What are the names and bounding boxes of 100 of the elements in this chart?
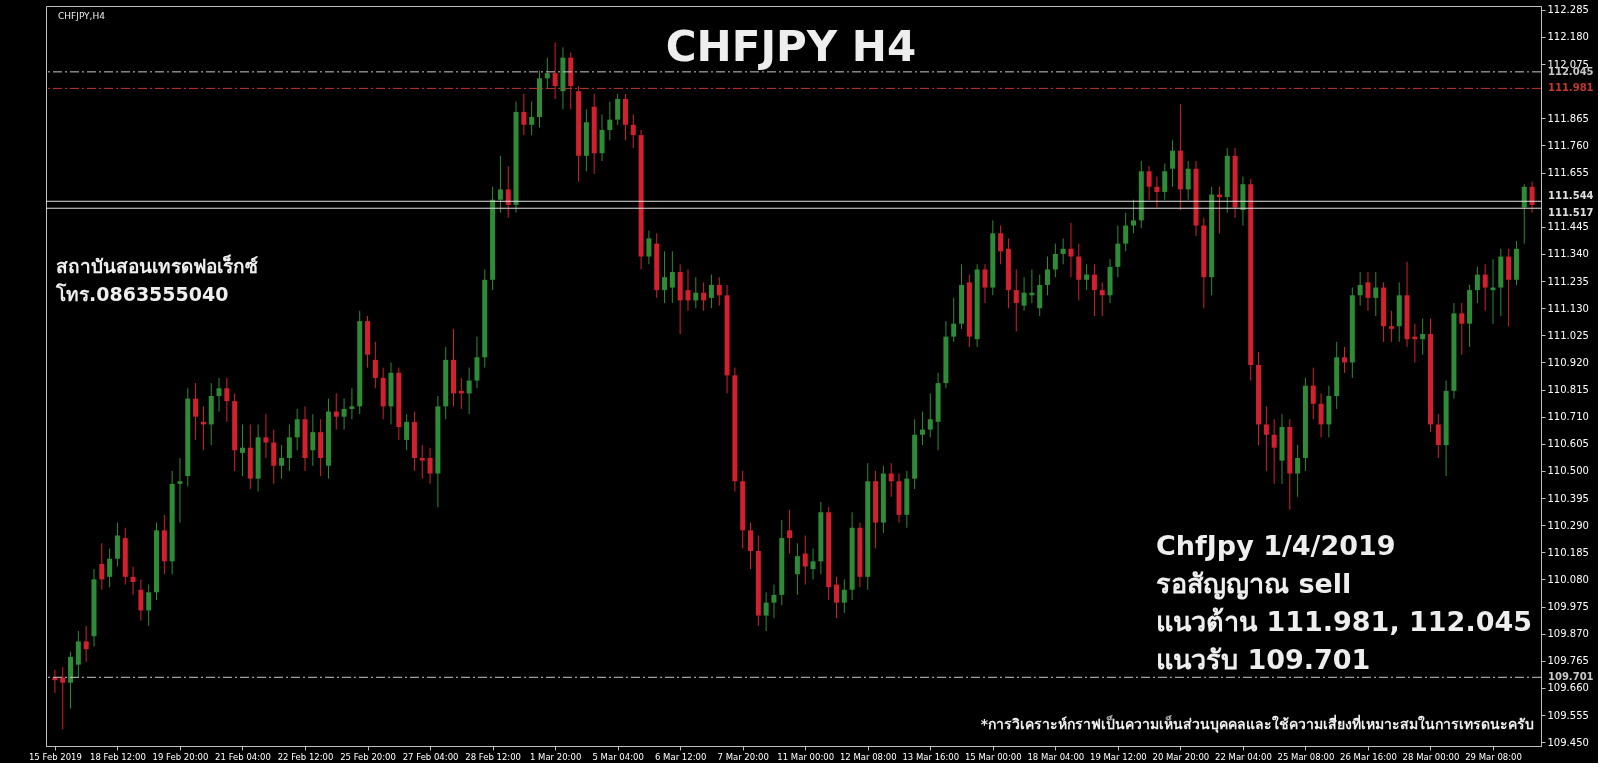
candlestick <box>466 367 472 415</box>
candlestick <box>1068 222 1074 278</box>
x-tick-label: 20 Mar 20:00 <box>1152 751 1210 762</box>
x-tick-label: 1 Mar 20:00 <box>529 751 582 762</box>
candlestick <box>333 392 339 431</box>
y-tick-label: 111.235 <box>1547 275 1589 287</box>
y-tick-label: 109.975 <box>1547 601 1589 613</box>
candlestick <box>787 509 793 555</box>
candlestick <box>114 522 120 567</box>
candlestick <box>1013 268 1019 332</box>
annotation: ChfJpy 1/4/2019 <box>1156 530 1396 561</box>
candlestick <box>1091 263 1097 317</box>
x-tick-label: 19 Feb 20:00 <box>152 751 209 762</box>
candlestick <box>1170 139 1176 188</box>
y-tick-label: 110.605 <box>1547 438 1589 450</box>
candlestick <box>1388 310 1394 343</box>
candlestick <box>693 276 699 309</box>
candlestick <box>521 93 527 136</box>
candlestick <box>927 392 933 438</box>
candlestick <box>919 411 925 446</box>
candlestick <box>685 268 691 312</box>
y-tick-label: 109.450 <box>1547 736 1589 748</box>
candlestick <box>1084 263 1090 291</box>
candlestick <box>1060 237 1066 265</box>
x-tick-label: 27 Feb 04:00 <box>402 751 459 762</box>
annotation: แนวรับ 109.701 <box>1156 644 1371 675</box>
candlestick <box>107 547 113 588</box>
candlestick <box>1185 160 1191 201</box>
candlestick <box>1474 266 1480 304</box>
candlestick <box>708 274 714 309</box>
candlestick <box>216 377 222 413</box>
x-tick-label: 25 Mar 08:00 <box>1277 751 1335 762</box>
candlestick <box>372 341 378 389</box>
candlestick <box>794 542 800 596</box>
x-tick-label: 15 Mar 00:00 <box>964 751 1022 762</box>
candlestick <box>60 666 66 730</box>
x-tick-label: 26 Mar 16:00 <box>1340 751 1397 762</box>
candlestick <box>810 547 816 580</box>
y-tick-label: 110.500 <box>1547 465 1589 477</box>
x-tick-label: 29 Mar 08:00 <box>1465 751 1522 762</box>
candlestick <box>404 413 410 451</box>
x-tick-label: 22 Feb 12:00 <box>277 751 334 762</box>
y-tick-label: 110.290 <box>1547 519 1589 531</box>
candlestick <box>1123 212 1129 252</box>
y-tick-label: 110.920 <box>1547 356 1589 368</box>
candlestick <box>1318 392 1324 438</box>
candlestick <box>419 444 425 480</box>
annotation: โทร.0863555040 <box>55 283 229 305</box>
y-tick-label: 109.870 <box>1547 628 1589 640</box>
candlestick <box>146 584 152 627</box>
candlestick <box>982 263 988 304</box>
candlestick <box>833 576 839 619</box>
candlestick <box>802 534 808 586</box>
candlestick <box>669 250 675 304</box>
x-tick-label: 28 Mar 00:00 <box>1402 751 1460 762</box>
annotation: *การวิเคราะห์กราฟเป็นความเห็นส่วนบุคคลและใช้ความเสี่ยงที่เหมาะสมในการเทรดนะครับ <box>980 714 1534 733</box>
y-tick-label: 109.555 <box>1547 709 1589 721</box>
candlestick <box>341 398 347 431</box>
candlestick <box>771 584 777 619</box>
y-tick-label: 111.865 <box>1547 112 1589 124</box>
ref-line-label: 111.517 <box>1548 207 1594 219</box>
candlestick <box>263 413 269 459</box>
candlestick <box>1529 181 1535 214</box>
candlestick <box>1506 248 1512 327</box>
candlestick <box>349 387 355 420</box>
y-tick-label: 111.130 <box>1547 302 1589 314</box>
x-tick-label: 6 Mar 12:00 <box>654 751 707 762</box>
candlestick <box>1045 256 1051 296</box>
candlestick <box>1310 367 1316 420</box>
y-tick-label: 111.445 <box>1547 221 1589 233</box>
candlestick <box>310 413 316 467</box>
candlestick <box>1162 163 1168 201</box>
x-tick-label: 19 Mar 12:00 <box>1089 751 1147 762</box>
candlestick <box>662 250 668 304</box>
y-tick-label: 112.180 <box>1547 31 1589 43</box>
candlestick <box>1373 271 1379 317</box>
annotation: CHFJPY,H4 <box>58 11 106 21</box>
candlestick <box>1076 243 1082 301</box>
x-tick-label: 18 Mar 04:00 <box>1027 751 1085 762</box>
x-tick-label: 25 Feb 20:00 <box>340 751 396 762</box>
candlestick <box>1295 444 1301 498</box>
candlestick <box>544 57 550 90</box>
candlestick <box>599 113 605 162</box>
y-tick-label: 111.025 <box>1547 329 1589 341</box>
x-tick-label: 7 Mar 20:00 <box>717 751 769 762</box>
y-tick-label: 110.710 <box>1547 411 1589 423</box>
y-tick-label: 111.655 <box>1547 167 1589 179</box>
candlestick <box>75 630 81 679</box>
candlestick <box>286 423 292 472</box>
candlestick <box>1021 276 1027 312</box>
y-tick-label: 110.185 <box>1547 546 1589 558</box>
candlestick <box>224 377 230 423</box>
ref-line-label: 111.544 <box>1548 190 1594 202</box>
candlestick <box>1365 271 1371 312</box>
candlestick <box>1130 199 1136 234</box>
candlestick <box>427 447 433 485</box>
candlestick <box>130 565 136 596</box>
x-tick-label: 18 Feb 12:00 <box>90 751 146 762</box>
y-tick-label: 110.815 <box>1547 384 1589 396</box>
candlestick <box>646 230 652 265</box>
